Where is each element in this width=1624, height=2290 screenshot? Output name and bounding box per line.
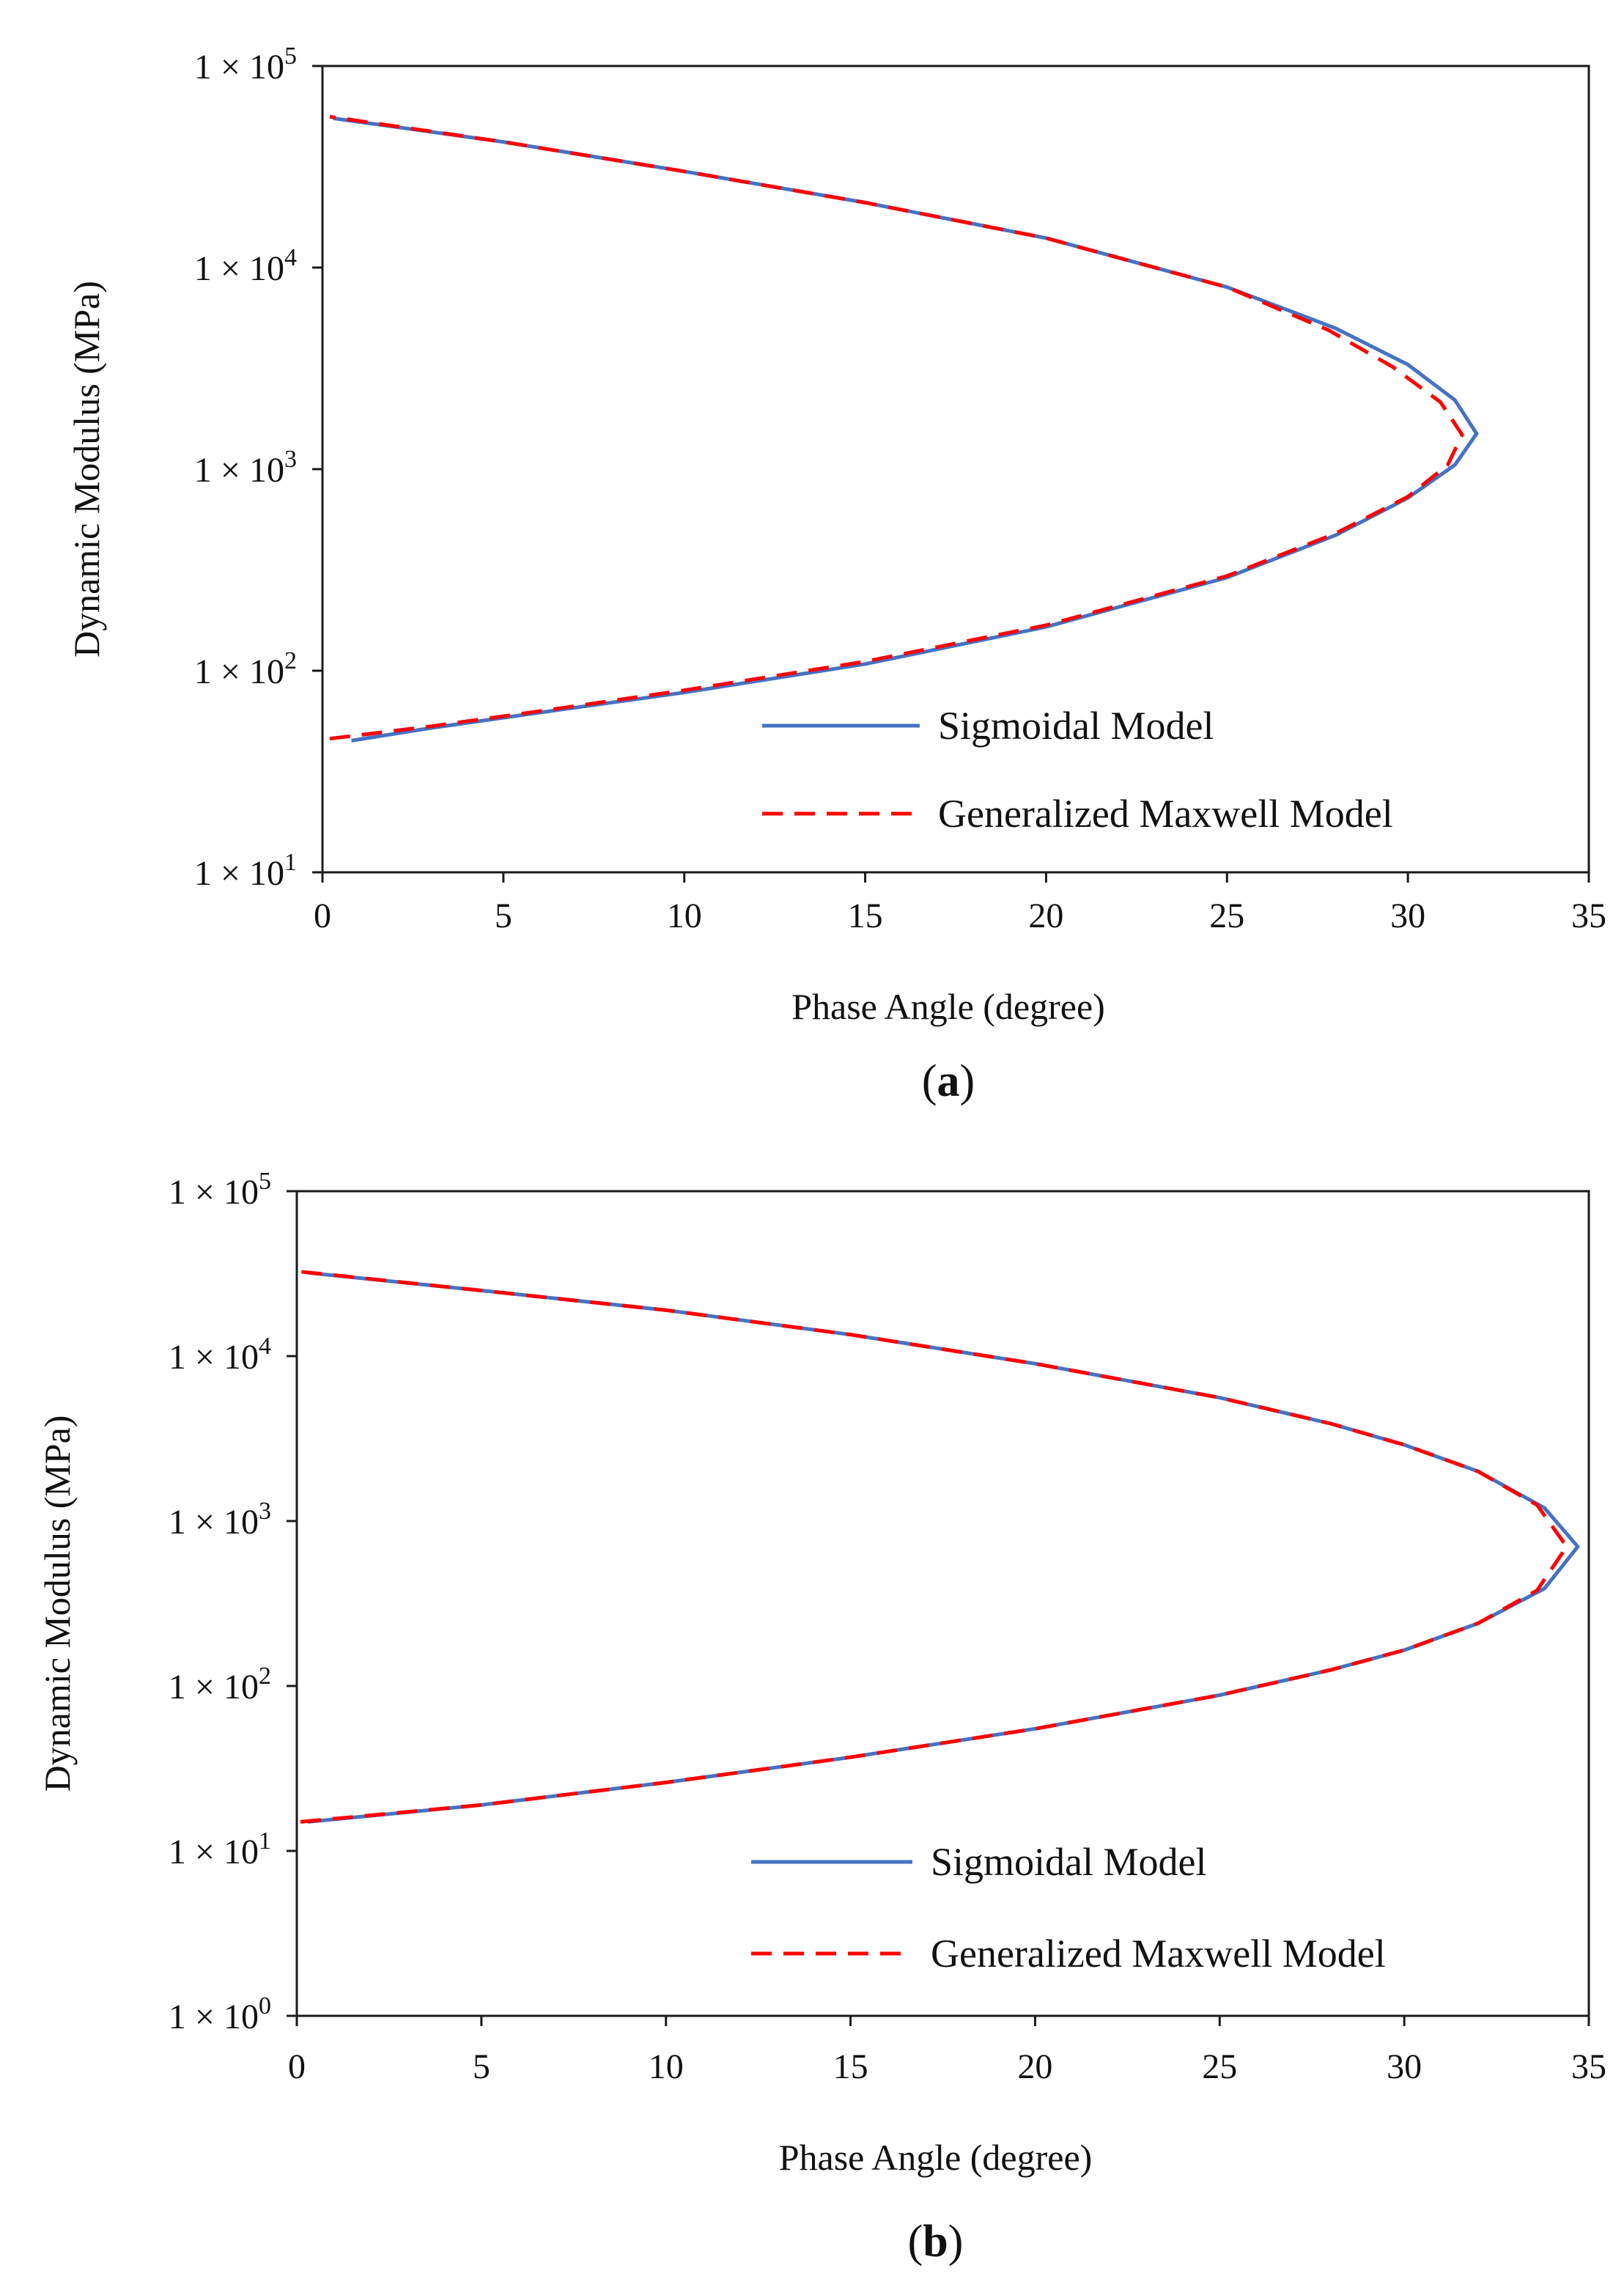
y-tick-exponent: 4 — [284, 244, 297, 271]
x-tick-label: 30 — [1390, 897, 1425, 935]
y-tick-label: 1 × 102 — [194, 647, 297, 691]
y-tick-base: 1 × 10 — [194, 48, 284, 86]
x-axis-title: Phase Angle (degree) — [791, 986, 1105, 1027]
y-tick-base: 1 × 10 — [169, 1503, 259, 1542]
y-tick-exponent: 5 — [259, 1168, 271, 1195]
x-tick-label: 0 — [314, 897, 331, 935]
panel-label: (b) — [908, 2217, 964, 2267]
series-line-generalized-maxwell — [329, 114, 1464, 741]
plot-frame — [295, 1190, 1590, 2017]
series-line-sigmoidal — [307, 1270, 1580, 1824]
legend-label: Sigmoidal Model — [938, 704, 1214, 748]
panel-label-open: ( — [922, 1056, 937, 1106]
x-tick-label: 25 — [1209, 897, 1244, 935]
panel-label: (a) — [922, 1056, 975, 1106]
panel-label-letter: a — [937, 1056, 960, 1106]
x-tick-label: 5 — [473, 2047, 490, 2086]
y-tick-base: 1 × 10 — [169, 1338, 259, 1377]
panel-label-close: ) — [960, 1056, 975, 1106]
y-tick-label: 1 × 103 — [169, 1498, 271, 1542]
y-axis-title: Dynamic Modulus (MPa) — [37, 1415, 78, 1792]
y-tick-exponent: 3 — [284, 446, 297, 473]
y-tick-exponent: 4 — [259, 1333, 271, 1360]
y-tick-base: 1 × 10 — [194, 451, 284, 490]
y-tick-base: 1 × 10 — [169, 1998, 259, 2036]
y-tick-label: 1 × 100 — [169, 1992, 271, 2036]
x-tick-label: 35 — [1571, 897, 1606, 935]
x-tick-label: 15 — [848, 897, 883, 935]
y-tick-exponent: 5 — [284, 43, 297, 70]
y-tick-exponent: 1 — [259, 1827, 271, 1855]
y-tick-label: 1 × 104 — [194, 244, 297, 288]
y-axis-title: Dynamic Modulus (MPa) — [66, 281, 107, 658]
x-tick-label: 20 — [1028, 897, 1063, 935]
y-tick-label: 1 × 104 — [169, 1333, 271, 1377]
x-tick-label: 0 — [288, 2047, 306, 2086]
x-tick-label: 10 — [667, 897, 702, 935]
x-tick-label: 5 — [495, 897, 512, 935]
y-tick-exponent: 1 — [284, 849, 297, 876]
legend: Sigmoidal Model Generalized Maxwell Model — [751, 1840, 1386, 1976]
panel-label-open: ( — [908, 2217, 923, 2267]
y-tick-label: 1 × 103 — [194, 446, 297, 490]
y-tick-exponent: 2 — [284, 647, 297, 674]
legend-label: Sigmoidal Model — [931, 1840, 1207, 1884]
y-tick-label: 1 × 105 — [194, 43, 297, 86]
y-tick-label: 1 × 102 — [169, 1663, 271, 1707]
x-tick-label: 20 — [1017, 2047, 1052, 2086]
y-tick-base: 1 × 10 — [169, 1833, 259, 1871]
y-tick-exponent: 3 — [259, 1498, 271, 1525]
y-tick-label: 1 × 105 — [169, 1168, 271, 1212]
y-tick-base: 1 × 10 — [194, 652, 284, 691]
panel-label-close: ) — [948, 2217, 964, 2267]
x-tick-label: 30 — [1387, 2047, 1422, 2086]
y-tick-base: 1 × 10 — [194, 854, 284, 893]
y-tick-base: 1 × 10 — [169, 1173, 259, 1212]
x-axis-title: Phase Angle (degree) — [779, 2137, 1093, 2178]
x-tick-label: 25 — [1202, 2047, 1237, 2086]
legend: Sigmoidal Model Generalized Maxwell Model — [762, 704, 1393, 836]
legend-label: Generalized Maxwell Model — [931, 1932, 1386, 1976]
y-tick-label: 1 × 101 — [169, 1827, 271, 1871]
y-tick-label: 1 × 101 — [194, 849, 297, 893]
y-tick-base: 1 × 10 — [169, 1668, 259, 1707]
series-line-generalized-maxwell — [300, 1270, 1569, 1824]
plot-frame — [321, 65, 1590, 874]
legend-label: Generalized Maxwell Model — [938, 792, 1393, 836]
y-tick-exponent: 0 — [259, 1992, 271, 2020]
panel-label-letter: b — [923, 2217, 948, 2267]
x-tick-label: 10 — [649, 2047, 684, 2086]
x-tick-label: 15 — [833, 2047, 868, 2086]
y-tick-exponent: 2 — [259, 1663, 271, 1690]
x-tick-label: 35 — [1571, 2047, 1606, 2086]
y-tick-base: 1 × 10 — [194, 249, 284, 288]
